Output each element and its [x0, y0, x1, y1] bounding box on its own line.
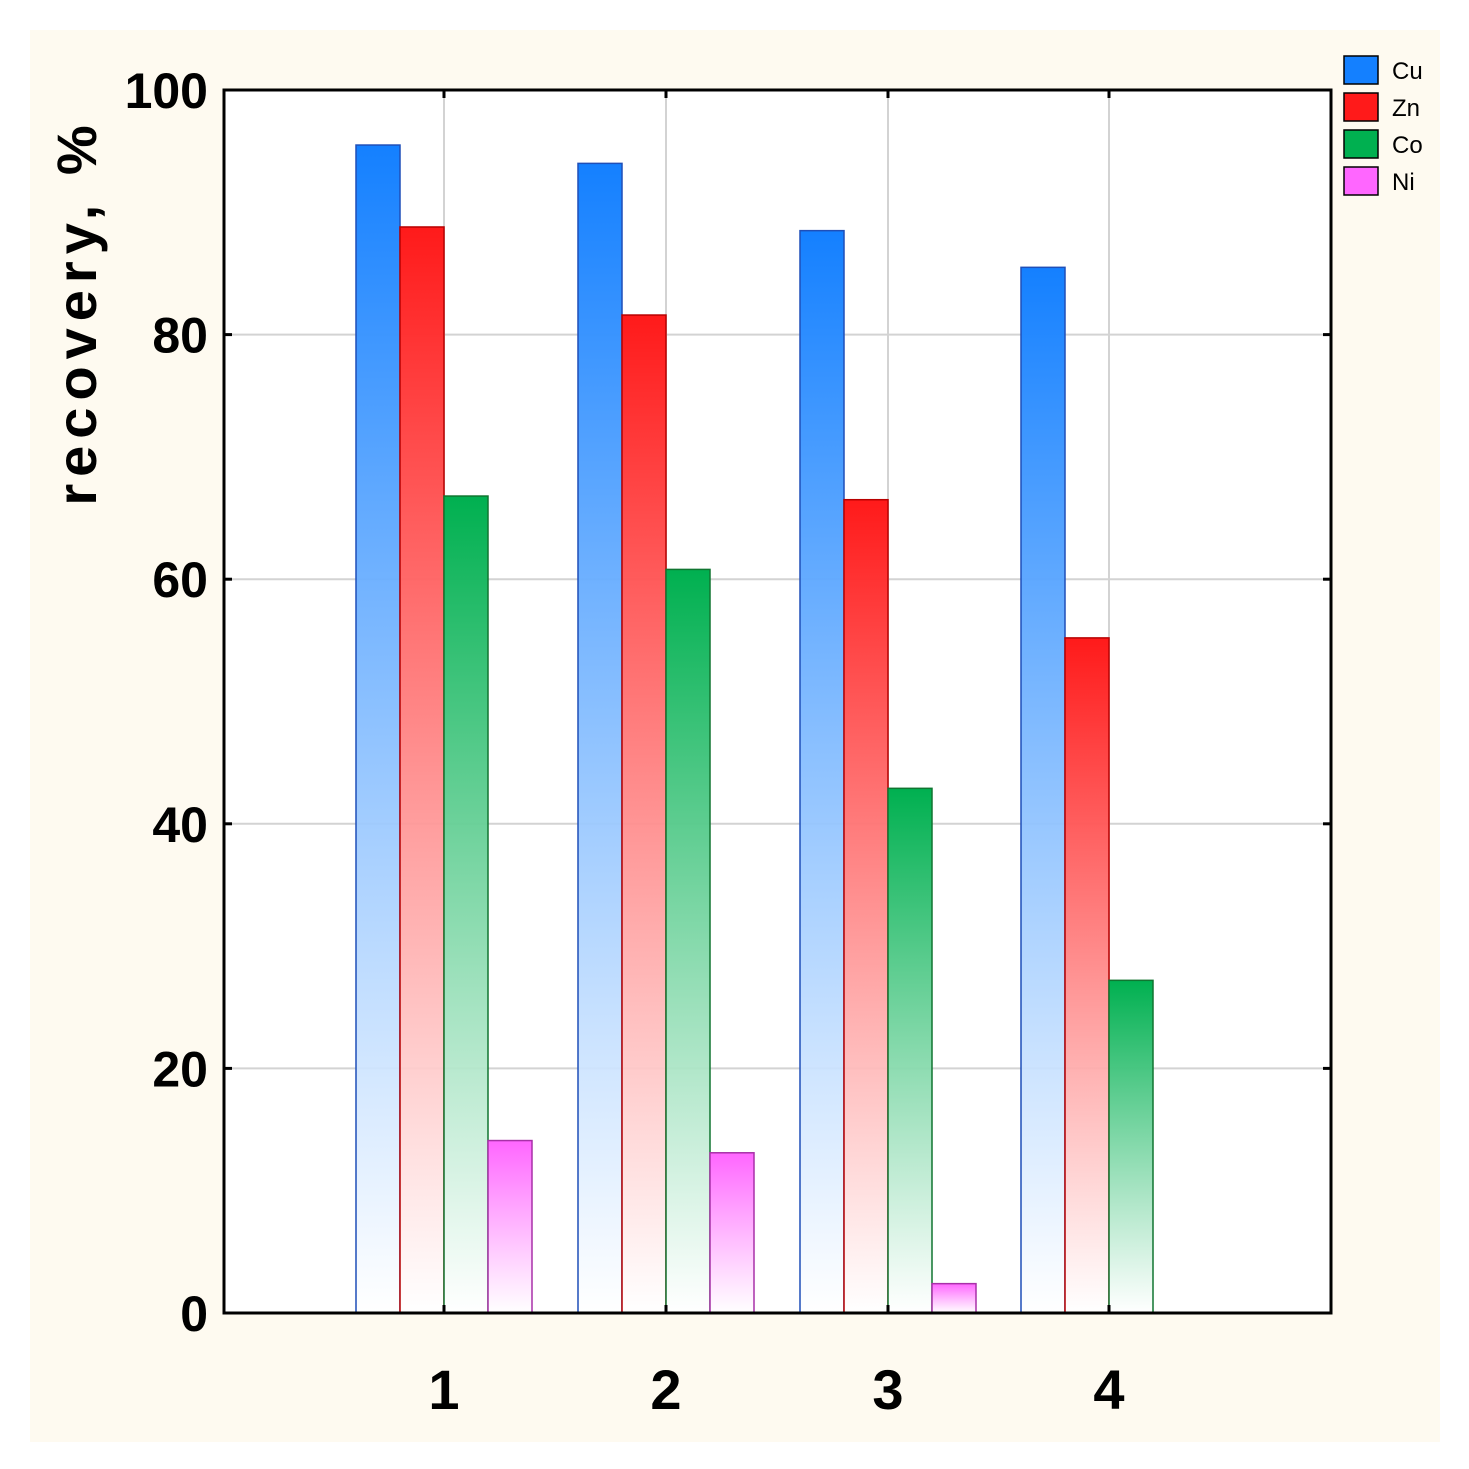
x-tick-label: 3 — [872, 1358, 903, 1421]
y-tick-labels: 0 20 40 60 80 100 — [125, 63, 208, 1342]
legend: Cu Zn Co Ni — [1343, 55, 1423, 196]
bar-co-4 — [1108, 979, 1154, 1314]
bar-zn-2 — [621, 314, 667, 1314]
figure-background: 0 20 40 60 80 100 1 2 3 4 recovery, % Cu Zn Co Ni — [30, 30, 1440, 1442]
legend-item-ni: Ni — [1343, 166, 1415, 196]
bar-cu-3 — [799, 229, 845, 1314]
bar-ni-3 — [931, 1282, 977, 1314]
bar-cu-2 — [577, 162, 623, 1314]
x-tick-label: 4 — [1093, 1358, 1124, 1421]
legend-label: Cu — [1392, 58, 1423, 85]
bar-zn-1 — [399, 226, 445, 1314]
bar-cu-1 — [355, 144, 401, 1314]
y-tick-label: 80 — [152, 308, 208, 364]
legend-item-cu: Cu — [1343, 55, 1423, 85]
x-tick-label: 1 — [428, 1358, 459, 1421]
axis-ticks — [224, 88, 1331, 1315]
bar-zn-4 — [1064, 637, 1110, 1314]
y-tick-label: 60 — [152, 552, 208, 608]
bar-zn-3 — [843, 498, 889, 1314]
y-axis-label: recovery, % — [45, 118, 108, 505]
bar-ni-2 — [709, 1152, 755, 1314]
legend-swatch — [1343, 166, 1379, 196]
bar-co-2 — [665, 568, 711, 1314]
legend-item-zn: Zn — [1343, 92, 1420, 122]
bars — [355, 144, 1154, 1314]
legend-swatch — [1343, 92, 1379, 122]
bar-ni-1 — [487, 1139, 533, 1314]
bar-co-1 — [443, 495, 489, 1314]
y-tick-label: 100 — [125, 63, 208, 119]
bar-co-3 — [887, 787, 933, 1314]
legend-item-co: Co — [1343, 129, 1423, 159]
x-tick-label: 2 — [650, 1358, 681, 1421]
legend-label: Co — [1392, 132, 1423, 159]
y-tick-label: 0 — [180, 1286, 208, 1342]
plot-frame — [222, 88, 1333, 1315]
bar-cu-4 — [1020, 266, 1066, 1314]
y-tick-label: 20 — [152, 1041, 208, 1097]
legend-label: Ni — [1392, 169, 1415, 196]
legend-label: Zn — [1392, 95, 1420, 122]
legend-swatch — [1343, 129, 1379, 159]
y-tick-label: 40 — [152, 797, 208, 853]
legend-swatch — [1343, 55, 1379, 85]
bar-chart: 0 20 40 60 80 100 1 2 3 4 recovery, % Cu Zn Co Ni — [45, 55, 1423, 1421]
x-tick-labels: 1 2 3 4 — [428, 1358, 1124, 1421]
